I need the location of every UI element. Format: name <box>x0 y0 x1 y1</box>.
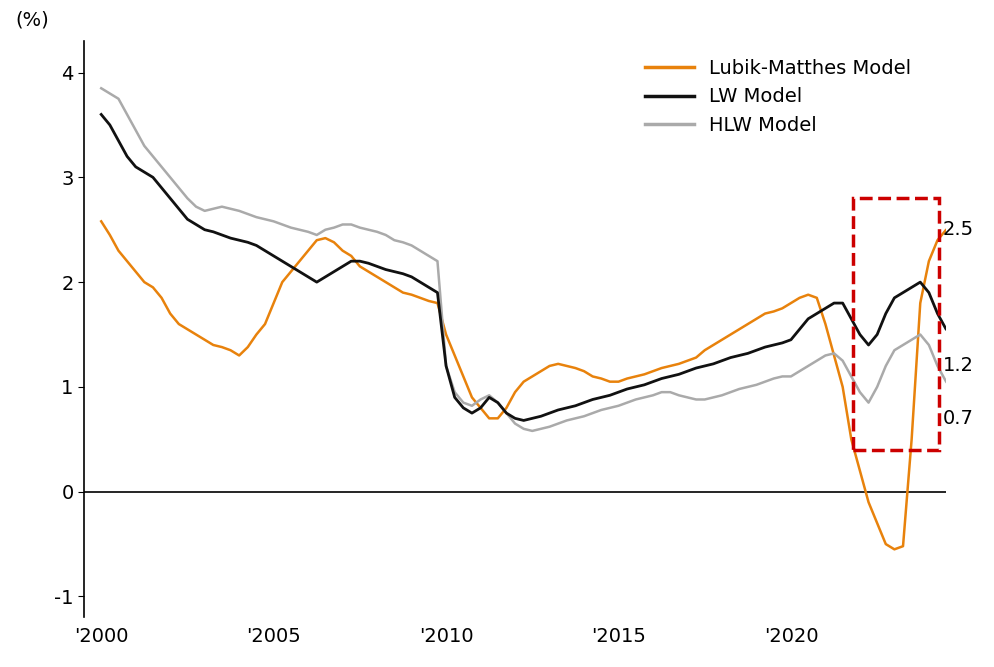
Text: 0.7: 0.7 <box>941 409 972 428</box>
Y-axis label: (%): (%) <box>15 11 49 29</box>
Legend: Lubik-Matthes Model, LW Model, HLW Model: Lubik-Matthes Model, LW Model, HLW Model <box>637 51 918 143</box>
Text: 2.5: 2.5 <box>941 220 973 239</box>
Text: 1.2: 1.2 <box>941 356 973 376</box>
